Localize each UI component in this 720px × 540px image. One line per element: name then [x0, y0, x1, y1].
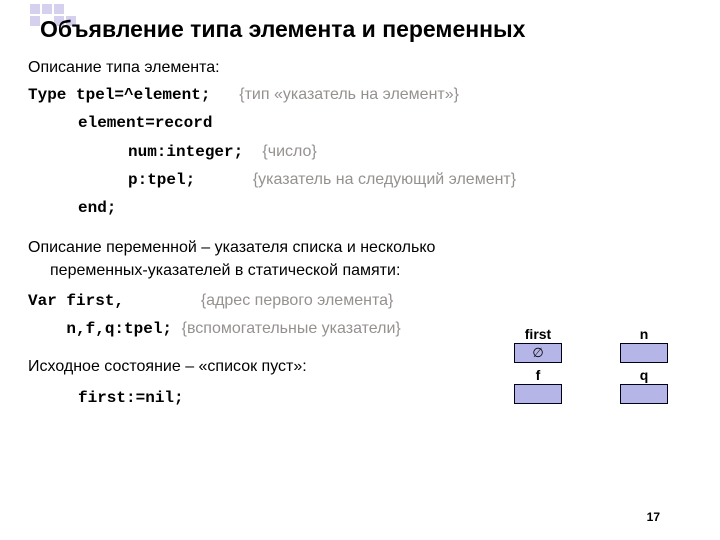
desc-var-1: Описание переменной – указателя списка и… — [28, 236, 692, 259]
code-record-decl: element=record — [28, 114, 212, 132]
memory-diagram: first ∅ n f q — [508, 326, 674, 406]
desc-var-2: переменных-указателей в статической памя… — [28, 259, 692, 282]
comment-rest: {вспомогательные указатели} — [182, 320, 401, 337]
mem-box-q — [620, 384, 668, 404]
nil-symbol: ∅ — [532, 345, 543, 361]
desc-type: Описание типа элемента: — [28, 56, 692, 79]
comment-var: {адрес первого элемента} — [201, 292, 394, 309]
mem-box-n — [620, 343, 668, 363]
comment-p: {указатель на следующий элемент} — [253, 171, 516, 188]
mem-box-f — [514, 384, 562, 404]
page-number: 17 — [647, 510, 660, 524]
mem-label-n: n — [640, 326, 649, 342]
code-num: num:integer; — [28, 143, 243, 161]
comment-type: {тип «указатель на элемент»} — [239, 86, 459, 103]
slide-title: Объявление типа элемента и переменных — [40, 16, 700, 43]
code-type-decl: Type tpel=^element; — [28, 86, 210, 104]
code-var-decl: Var first, — [28, 292, 124, 310]
mem-box-first: ∅ — [514, 343, 562, 363]
mem-label-first: first — [525, 326, 551, 342]
mem-label-f: f — [536, 367, 541, 383]
mem-label-q: q — [640, 367, 649, 383]
code-rest-decl: n,f,q:tpel; — [66, 320, 172, 338]
comment-num: {число} — [262, 143, 316, 160]
code-p: p:tpel; — [28, 171, 195, 189]
code-init: first:=nil; — [28, 389, 184, 407]
code-end: end; — [28, 199, 116, 217]
